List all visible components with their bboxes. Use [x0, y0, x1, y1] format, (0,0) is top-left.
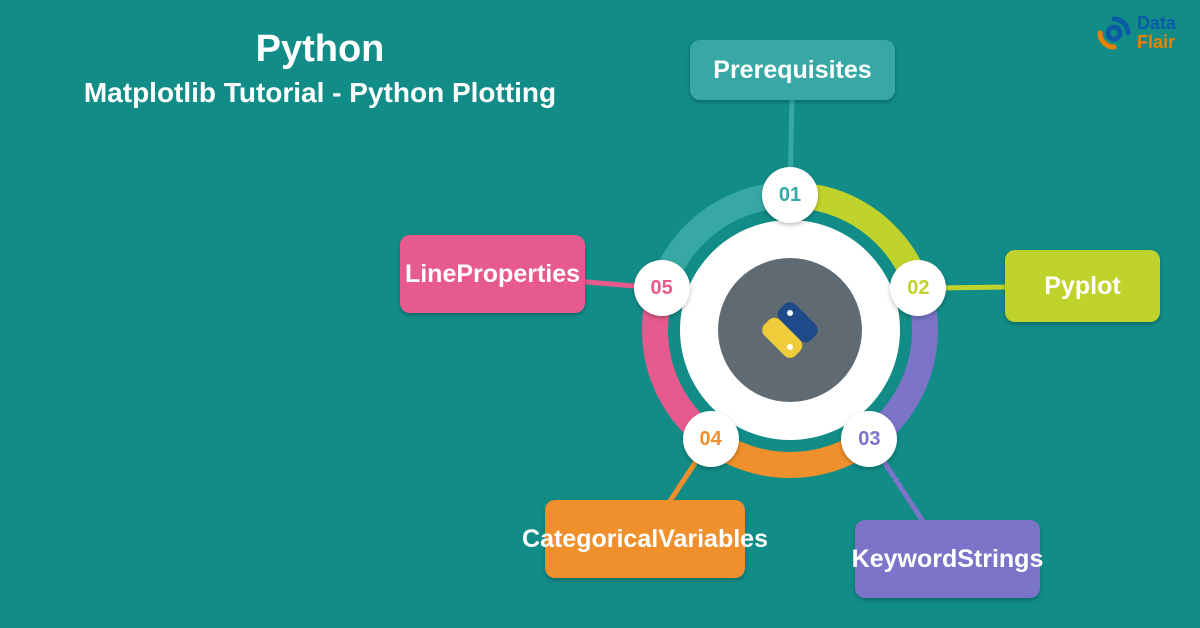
node-01: 01: [762, 167, 818, 223]
topic-box-04: CategoricalVariables: [545, 500, 745, 578]
topic-box-02: Pyplot: [1005, 250, 1160, 322]
node-05: 05: [634, 260, 690, 316]
python-icon: [750, 290, 830, 370]
hub: [718, 258, 862, 402]
topic-box-03: KeywordStrings: [855, 520, 1040, 598]
radial-diagram: Prerequisites01Pyplot02KeywordStrings03C…: [0, 0, 1200, 628]
node-04: 04: [683, 411, 739, 467]
topic-box-05: LineProperties: [400, 235, 585, 313]
canvas: Python Matplotlib Tutorial - Python Plot…: [0, 0, 1200, 628]
topic-box-01: Prerequisites: [690, 40, 895, 100]
